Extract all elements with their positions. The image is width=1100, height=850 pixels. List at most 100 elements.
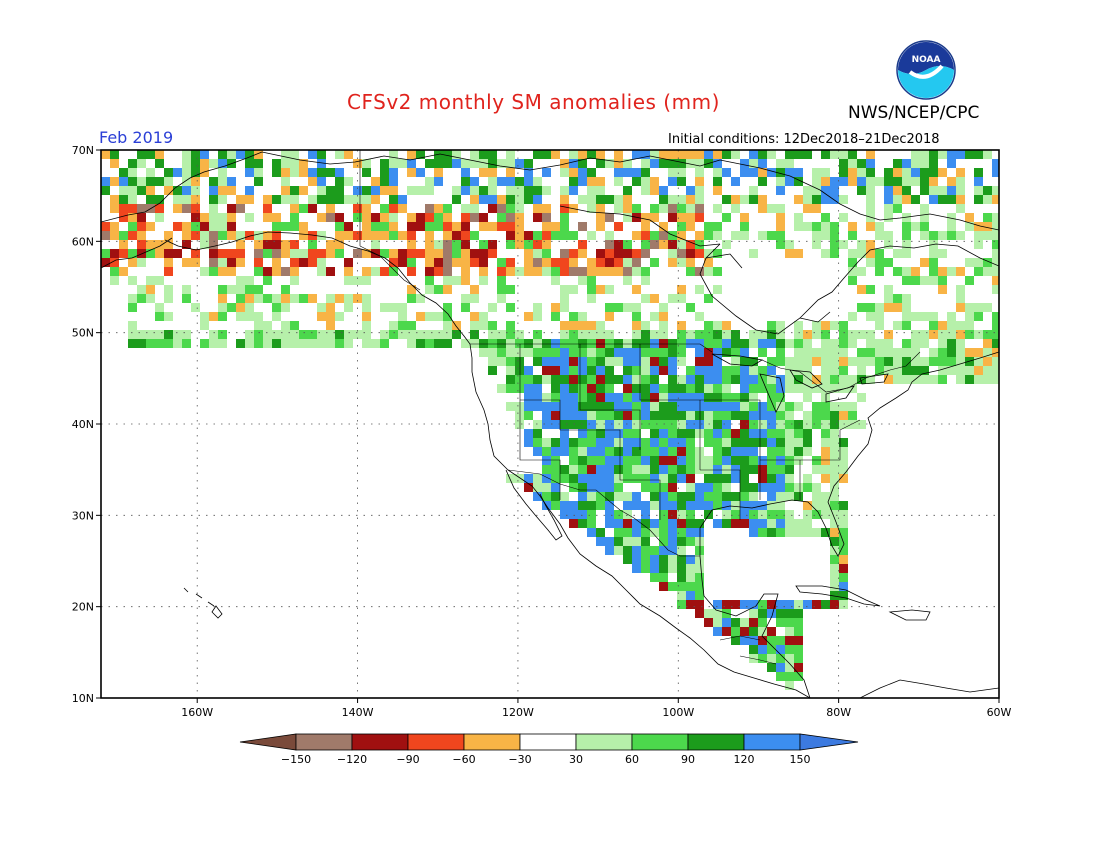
anomaly-cell	[569, 312, 578, 321]
anomaly-cell	[713, 501, 722, 510]
anomaly-cell	[803, 366, 812, 375]
anomaly-cell	[506, 240, 515, 249]
anomaly-cell	[569, 510, 578, 519]
anomaly-cell	[776, 348, 785, 357]
anomaly-cell	[641, 366, 650, 375]
anomaly-cell	[668, 384, 677, 393]
anomaly-cell	[677, 582, 686, 591]
anomaly-cell	[227, 213, 236, 222]
anomaly-cell	[929, 258, 938, 267]
anomaly-cell	[560, 285, 569, 294]
anomaly-cell	[434, 267, 443, 276]
anomaly-cell	[569, 186, 578, 195]
anomaly-cell	[362, 186, 371, 195]
anomaly-cell	[731, 492, 740, 501]
anomaly-cell	[704, 609, 713, 618]
anomaly-cell	[254, 249, 263, 258]
anomaly-cell	[695, 150, 704, 159]
anomaly-cell	[650, 519, 659, 528]
anomaly-cell	[353, 330, 362, 339]
anomaly-cell	[686, 600, 695, 609]
anomaly-cell	[641, 240, 650, 249]
anomaly-cell	[902, 240, 911, 249]
anomaly-cell	[866, 195, 875, 204]
anomaly-cell	[497, 159, 506, 168]
anomaly-cell	[578, 312, 587, 321]
anomaly-cell	[650, 555, 659, 564]
anomaly-cell	[938, 150, 947, 159]
anomaly-cell	[686, 150, 695, 159]
anomaly-cell	[146, 276, 155, 285]
anomaly-cell	[803, 501, 812, 510]
anomaly-cell	[830, 501, 839, 510]
anomaly-cell	[974, 195, 983, 204]
anomaly-cell	[182, 186, 191, 195]
anomaly-cell	[740, 357, 749, 366]
anomaly-cell	[317, 231, 326, 240]
anomaly-cell	[857, 330, 866, 339]
anomaly-cell	[911, 366, 920, 375]
anomaly-cell	[632, 204, 641, 213]
anomaly-cell	[623, 195, 632, 204]
anomaly-cell	[317, 186, 326, 195]
anomaly-cell	[596, 213, 605, 222]
anomaly-cell	[524, 402, 533, 411]
anomaly-cell	[614, 456, 623, 465]
anomaly-cell	[119, 249, 128, 258]
anomaly-cell	[434, 213, 443, 222]
anomaly-cell	[686, 573, 695, 582]
anomaly-cell	[569, 384, 578, 393]
anomaly-cell	[569, 348, 578, 357]
anomaly-cell	[956, 168, 965, 177]
anomaly-cell	[110, 231, 119, 240]
anomaly-cell	[965, 150, 974, 159]
anomaly-cell	[884, 258, 893, 267]
anomaly-cell	[749, 249, 758, 258]
anomaly-cell	[155, 213, 164, 222]
anomaly-cell	[722, 150, 731, 159]
anomaly-cell	[569, 375, 578, 384]
anomaly-cell	[470, 285, 479, 294]
anomaly-cell	[956, 204, 965, 213]
anomaly-cell	[794, 321, 803, 330]
anomaly-cell	[182, 339, 191, 348]
colorbar-label: −30	[508, 753, 531, 766]
anomaly-cell	[722, 339, 731, 348]
anomaly-cell	[497, 384, 506, 393]
anomaly-cell	[983, 357, 992, 366]
anomaly-cell	[632, 357, 641, 366]
anomaly-cell	[533, 186, 542, 195]
anomaly-cell	[506, 384, 515, 393]
anomaly-cell	[605, 465, 614, 474]
anomaly-cell	[596, 339, 605, 348]
anomaly-cell	[308, 249, 317, 258]
anomaly-cell	[668, 411, 677, 420]
anomaly-cell	[173, 186, 182, 195]
anomaly-cell	[785, 474, 794, 483]
anomaly-cell	[560, 474, 569, 483]
colorbar-label: 30	[569, 753, 583, 766]
anomaly-cell	[605, 510, 614, 519]
anomaly-cell	[614, 474, 623, 483]
anomaly-cell	[362, 249, 371, 258]
anomaly-cell	[524, 168, 533, 177]
anomaly-cell	[614, 528, 623, 537]
anomaly-cell	[470, 195, 479, 204]
anomaly-cell	[587, 285, 596, 294]
anomaly-cell	[722, 618, 731, 627]
anomaly-cell	[848, 267, 857, 276]
anomaly-cell	[956, 330, 965, 339]
anomaly-cell	[902, 168, 911, 177]
anomaly-cell	[893, 204, 902, 213]
anomaly-cell	[695, 231, 704, 240]
anomaly-cell	[956, 339, 965, 348]
anomaly-cell	[884, 231, 893, 240]
anomaly-cell	[794, 645, 803, 654]
anomaly-cell	[641, 537, 650, 546]
anomaly-cell	[605, 456, 614, 465]
anomaly-cell	[227, 186, 236, 195]
anomaly-cell	[623, 276, 632, 285]
anomaly-cell	[659, 474, 668, 483]
anomaly-cell	[776, 438, 785, 447]
anomaly-cell	[812, 492, 821, 501]
